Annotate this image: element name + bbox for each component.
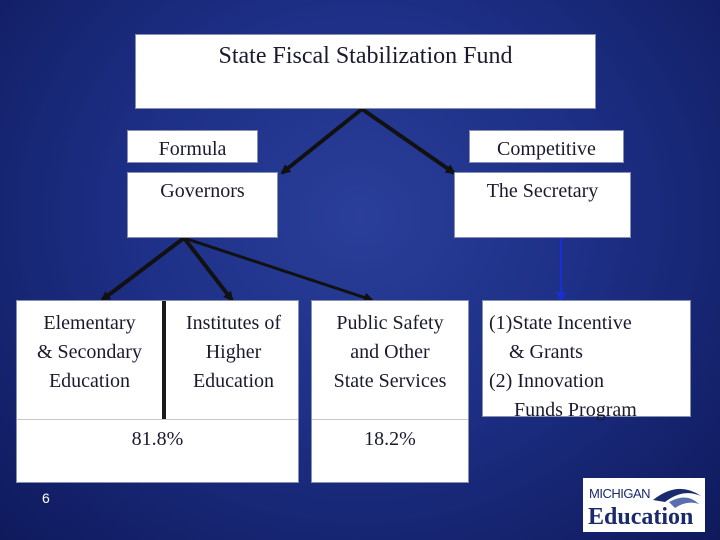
governors-label: Governors (160, 180, 245, 202)
formula-box: Formula (127, 130, 258, 163)
education-allocation-box: Elementary & Secondary Education Institu… (16, 300, 299, 483)
public-safety-percent: 18.2% (364, 428, 416, 450)
slide-number: 6 (42, 490, 50, 506)
education-percent: 81.8% (131, 428, 184, 450)
arrow-fund-to-competitive (360, 107, 456, 175)
competitive-box: Competitive (469, 130, 624, 163)
education-divider (162, 301, 166, 419)
arrow-governors-to-higher-ed (182, 236, 234, 302)
formula-label: Formula (158, 138, 227, 160)
public-safety-label: Public Safety and Other State Services (333, 312, 447, 392)
k12-education-label: Elementary & Secondary Education (37, 312, 142, 392)
competitive-programs-label: (1)State Incentive & Grants (2) Innovati… (489, 312, 637, 421)
fund-title: State Fiscal Stabilization Fund (218, 43, 513, 69)
arrow-fund-to-formula (280, 107, 364, 175)
secretary-label: The Secretary (486, 180, 599, 202)
logo-bottom-text: Education (588, 504, 694, 530)
public-safety-box: Public Safety and Other State Services 1… (311, 300, 469, 483)
governors-box: Governors (127, 172, 278, 238)
arrow-governors-to-education (100, 236, 186, 302)
logo-swoosh-icon (653, 488, 701, 508)
secretary-box: The Secretary (454, 172, 631, 238)
fund-title-box: State Fiscal Stabilization Fund (135, 34, 596, 109)
arrow-governors-to-public-safety (183, 236, 374, 303)
logo-top-text: MICHIGAN (589, 486, 651, 501)
competitive-label: Competitive (497, 138, 596, 160)
higher-education-label: Institutes of Higher Education (186, 312, 281, 392)
public-safety-separator (312, 419, 468, 420)
competitive-programs-box: (1)State Incentive & Grants (2) Innovati… (482, 300, 691, 421)
michigan-education-logo: MICHIGAN Education (583, 478, 705, 532)
education-separator (17, 419, 298, 420)
